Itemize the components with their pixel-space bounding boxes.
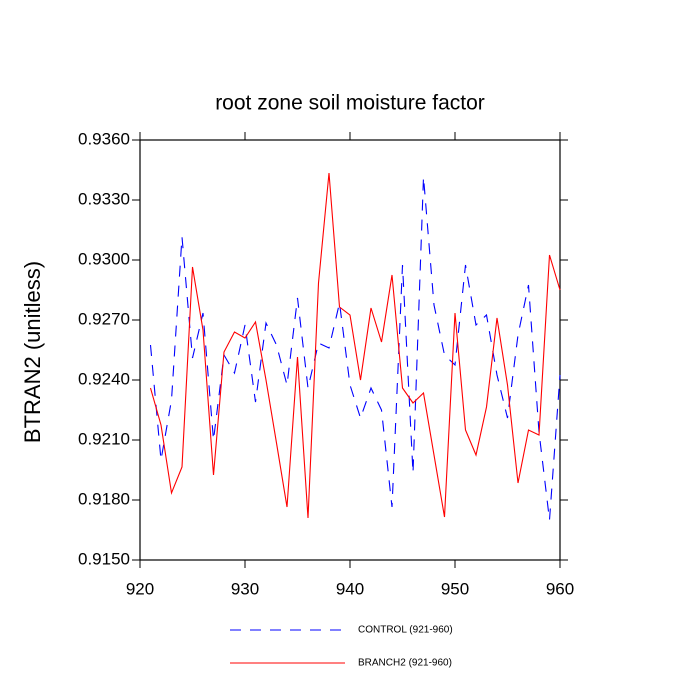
- x-tick-label: 940: [336, 579, 364, 598]
- y-tick-label: 0.9150: [78, 549, 130, 568]
- y-tick-label: 0.9360: [78, 129, 130, 148]
- y-tick-label: 0.9240: [78, 369, 130, 388]
- y-tick-label: 0.9300: [78, 249, 130, 268]
- legend-label: CONTROL (921-960): [358, 625, 453, 636]
- y-axis-label: BTRAN2 (unitless): [20, 261, 45, 443]
- legend-label: BRANCH2 (921-960): [358, 658, 452, 669]
- y-tick-label: 0.9180: [78, 489, 130, 508]
- y-tick-label: 0.9270: [78, 309, 130, 328]
- x-tick-label: 920: [126, 579, 154, 598]
- x-tick-label: 950: [441, 579, 469, 598]
- y-tick-label: 0.9330: [78, 189, 130, 208]
- x-tick-label: 960: [546, 579, 574, 598]
- x-tick-label: 930: [231, 579, 259, 598]
- y-tick-label: 0.9210: [78, 429, 130, 448]
- plot-frame: [139, 139, 561, 561]
- series-line: [149, 172, 561, 519]
- chart-title: root zone soil moisture factor: [215, 92, 485, 115]
